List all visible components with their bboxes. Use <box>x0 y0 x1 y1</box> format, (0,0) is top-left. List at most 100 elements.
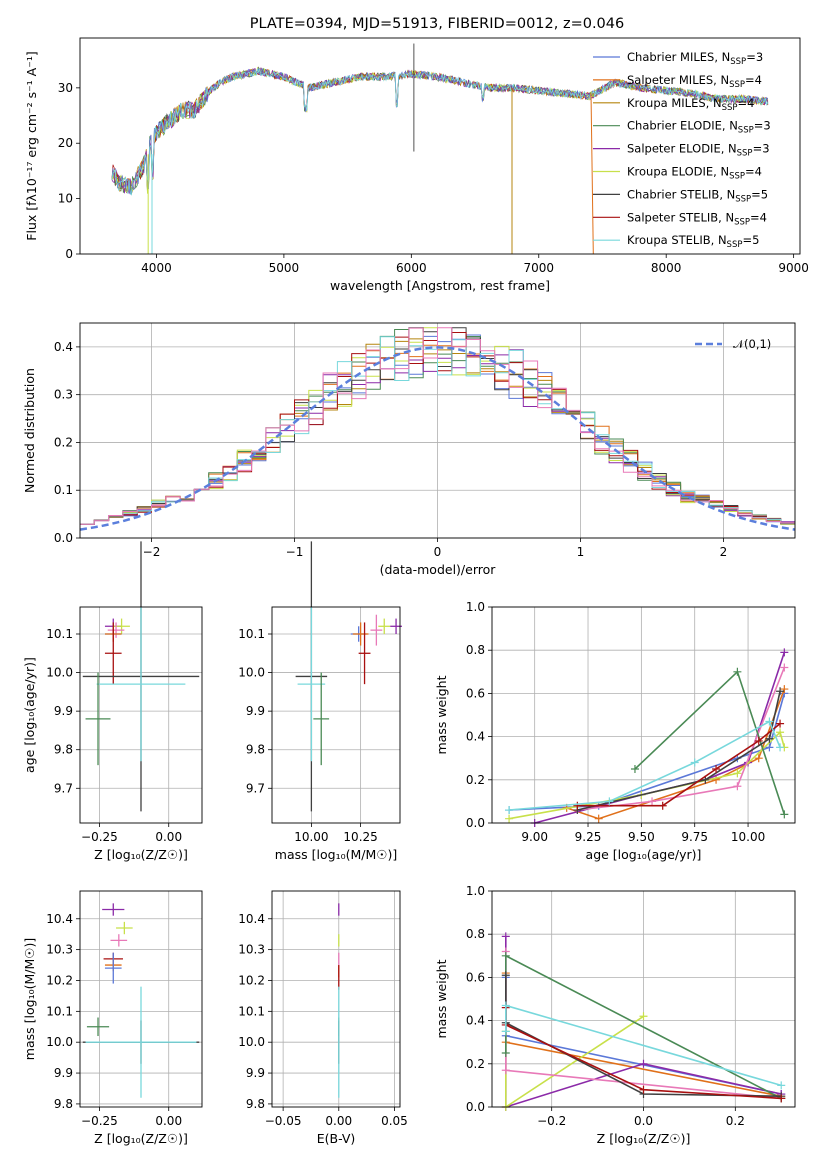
x-axis-label: E(B-V) <box>317 1131 356 1146</box>
y-tick-label: 9.9 <box>54 704 73 718</box>
x-tick-label: 10.00 <box>731 830 765 844</box>
x-axis-label: Z [log₁₀(Z/Z☉)] <box>94 1131 188 1146</box>
mass-weight-marker <box>765 743 774 752</box>
mass-weight-marker <box>501 1001 510 1010</box>
mass-weight-marker <box>658 801 667 810</box>
x-tick-label: 8000 <box>651 261 682 275</box>
y-tick-label: 10.0 <box>46 1035 73 1049</box>
mass-weight-marker <box>765 717 774 726</box>
y-tick-label: 10.0 <box>46 666 73 680</box>
mass-weight-marker <box>776 743 785 752</box>
mass-weight-line <box>505 1015 644 1109</box>
y-axis-label: Flux [fλ10⁻¹⁷ erg cm⁻² s⁻¹ A⁻¹] <box>24 51 39 240</box>
mass-weight-marker <box>594 814 603 823</box>
y-tick-label: 0.6 <box>466 970 485 984</box>
y-tick-label: 9.9 <box>246 704 265 718</box>
y-tick-label: 10.1 <box>46 1004 73 1018</box>
mass-weight-marker <box>780 663 789 672</box>
y-tick-label: 0.4 <box>466 1014 485 1028</box>
mass-weight-marker <box>501 1049 510 1057</box>
y-tick-label: 30 <box>58 81 73 95</box>
y-tick-label: 9.8 <box>54 1097 73 1111</box>
mass-weight-line <box>534 652 786 824</box>
x-tick-label: 6000 <box>396 261 427 275</box>
y-tick-label: 0.1 <box>54 483 73 497</box>
x-tick-label: 10.00 <box>294 830 328 844</box>
y-tick-label: 10.4 <box>238 912 265 926</box>
mass-weight-line <box>577 691 781 811</box>
mass-weight-marker <box>754 754 763 763</box>
y-tick-label: 0.2 <box>466 773 485 787</box>
residuals-frame <box>79 322 796 539</box>
y-axis-label: mass weight <box>434 675 449 754</box>
mass-weight-marker <box>780 810 789 819</box>
x-tick-label: 1 <box>577 545 585 559</box>
x-tick-label: −0.25 <box>81 1114 118 1128</box>
x-tick-label: −0.2 <box>537 1114 566 1128</box>
mass-vs-Z-axes <box>76 891 202 1111</box>
y-axis-label: age [log₁₀(age/yr)] <box>22 657 37 773</box>
y-tick-label: 10.1 <box>238 627 265 641</box>
age-vs-Z-frame <box>79 606 203 824</box>
mass-weight-marker <box>777 1094 786 1103</box>
age-vs-mass-axes <box>268 607 400 827</box>
mass-weight-marker <box>501 1027 510 1036</box>
x-tick-label: 9.50 <box>628 830 655 844</box>
y-tick-label: 9.9 <box>54 1066 73 1080</box>
mass-weight-marker <box>780 685 789 694</box>
spike <box>590 93 594 255</box>
mass-weight-marker <box>501 971 510 980</box>
y-tick-label: 10.1 <box>238 1004 265 1018</box>
y-tick-label: 20 <box>58 136 73 150</box>
y-tick-label: 10.3 <box>238 943 265 957</box>
x-tick-label: 9.00 <box>521 830 548 844</box>
legend-label: Chabrier MILES, NSSP=3 <box>627 50 763 67</box>
x-tick-label: 4000 <box>141 261 172 275</box>
mass-weight-marker <box>573 801 582 810</box>
x-tick-label: 9.75 <box>681 830 708 844</box>
age-vs-mass-frame <box>271 606 401 824</box>
mass-weight-marker <box>505 806 514 815</box>
x-tick-label: 9.25 <box>575 830 602 844</box>
y-tick-label: 10 <box>58 192 73 206</box>
mass-vs-Z-frame <box>79 890 203 1108</box>
mass-vs-EBV-frame <box>271 890 401 1108</box>
y-axis-label: mass [log₁₀(M/M☉)] <box>22 938 37 1060</box>
mass-weight-marker <box>639 1085 648 1094</box>
legend-label: Kroupa STELIB, NSSP=5 <box>627 233 759 250</box>
x-tick-label: 5000 <box>269 261 300 275</box>
mass-weight-marker <box>777 1081 786 1090</box>
mass-weight-marker <box>733 782 742 791</box>
y-tick-label: 10.1 <box>46 627 73 641</box>
mass-weight-marker <box>690 758 699 767</box>
y-tick-label: 10.0 <box>238 1035 265 1049</box>
mass-weight-marker <box>648 797 657 806</box>
y-tick-label: 10.2 <box>46 973 73 987</box>
y-tick-label: 9.8 <box>246 1097 265 1111</box>
mass-weight-marker <box>776 687 785 696</box>
legend-label: 𝒩(0,1) <box>733 337 771 351</box>
mass-weight-line <box>577 667 786 811</box>
x-tick-label: 2 <box>720 545 728 559</box>
mass-weight-marker <box>501 932 510 941</box>
y-tick-label: 0.3 <box>54 388 73 402</box>
mass-weight-marker <box>765 734 774 743</box>
x-tick-label: 0.05 <box>381 1114 408 1128</box>
x-axis-label: (data-model)/error <box>380 562 497 577</box>
x-tick-label: 10.25 <box>343 830 377 844</box>
legend-label: Salpeter ELODIE, NSSP=3 <box>627 142 770 159</box>
y-tick-label: 10.0 <box>238 666 265 680</box>
legend-label: Kroupa ELODIE, NSSP=4 <box>627 165 762 182</box>
y-tick-label: 0.0 <box>466 1100 485 1114</box>
x-tick-label: 0.00 <box>155 1114 182 1128</box>
age-vs-Z-axes <box>76 607 202 827</box>
mass-weight-marker <box>776 719 785 728</box>
y-tick-label: 9.8 <box>246 743 265 757</box>
mass-weight-marker <box>712 765 721 773</box>
y-tick-label: 0.8 <box>466 927 485 941</box>
mass-weight-marker <box>639 1059 648 1068</box>
spectrum-frame <box>79 37 801 255</box>
y-tick-label: 0.2 <box>466 1057 485 1071</box>
x-tick-label: 0.00 <box>155 830 182 844</box>
